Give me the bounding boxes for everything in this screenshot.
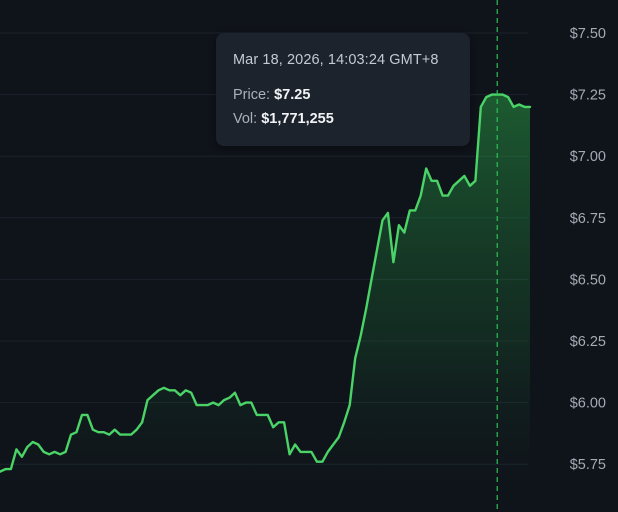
y-axis-ticks: $7.50 $7.25 $7.00 $6.75 $6.50 $6.25 $6.00 $5.75 [570, 26, 606, 473]
y-tick-label: $7.50 [570, 26, 606, 42]
tooltip-price-row: Price: $7.25 [233, 87, 310, 103]
area-fill-layer [0, 94, 530, 512]
tooltip-volume-label: Vol: [233, 111, 258, 127]
price-line-layer [0, 93, 532, 473]
price-tooltip: Mar 18, 2026, 14:03:24 GMT+8 Price: $7.2… [216, 33, 470, 146]
tooltip-volume-row: Vol: $1,771,255 [233, 111, 334, 127]
y-tick-label: $6.00 [570, 396, 606, 412]
y-tick-label: $6.75 [570, 211, 606, 227]
grid-lines [0, 32, 528, 465]
y-tick-label: $7.25 [570, 88, 606, 104]
tooltip-volume-value: $1,771,255 [261, 111, 334, 127]
tooltip-timestamp: Mar 18, 2026, 14:03:24 GMT+8 [233, 52, 439, 68]
tooltip-price-value: $7.25 [274, 87, 311, 103]
y-tick-label: $5.75 [570, 457, 606, 473]
y-tick-label: $7.00 [570, 149, 606, 165]
tooltip-price-label: Price: [233, 87, 271, 103]
y-tick-label: $6.25 [570, 334, 606, 350]
price-line [0, 93, 532, 473]
price-area-fill [0, 94, 530, 512]
y-tick-label: $6.50 [570, 272, 606, 288]
